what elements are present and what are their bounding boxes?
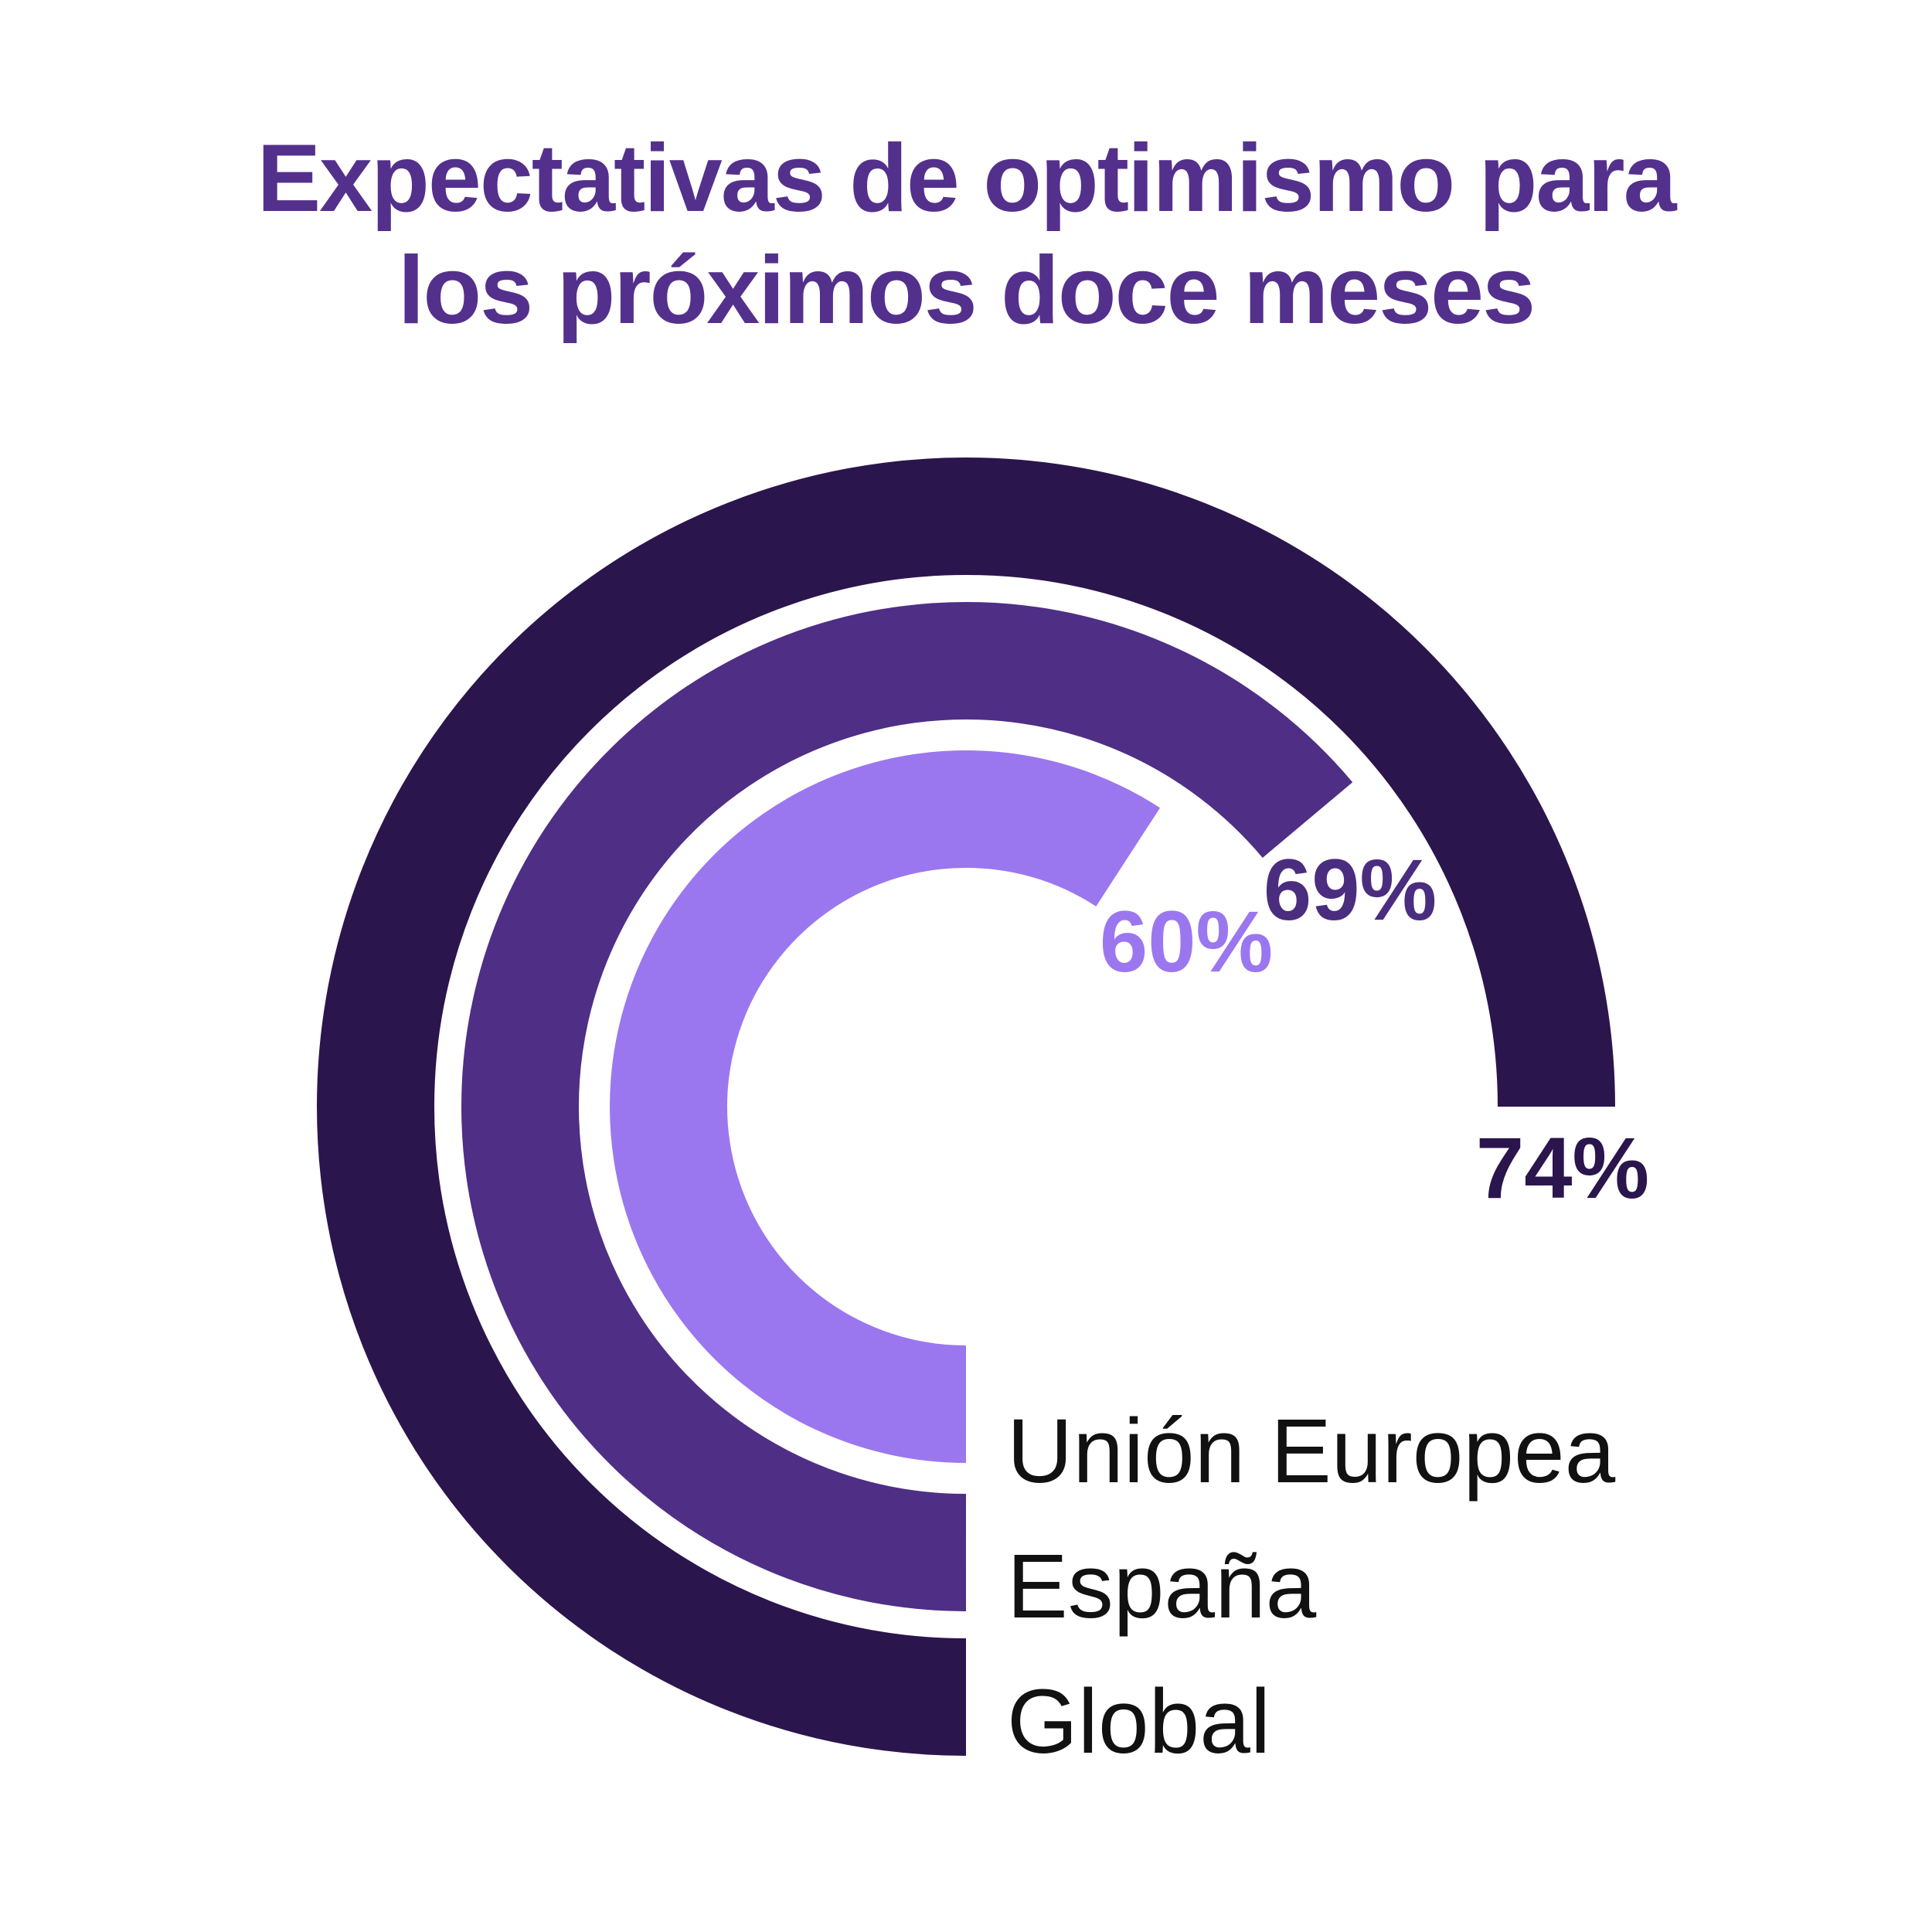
value-label-global: 74% bbox=[1476, 1120, 1649, 1216]
ring-espana bbox=[461, 602, 1353, 1611]
ring-union-europea bbox=[610, 750, 1160, 1463]
chart-title-line-1: Expectativas de optimismo para bbox=[257, 125, 1677, 232]
value-label-union-europea: 60% bbox=[1100, 893, 1273, 990]
category-label-espana: España bbox=[1007, 1536, 1317, 1638]
category-label-global: Global bbox=[1007, 1671, 1270, 1773]
ring-global bbox=[317, 457, 1615, 1756]
category-label-union-europea: Unión Europea bbox=[1007, 1400, 1616, 1502]
category-labels: Unión Europea España Global bbox=[1007, 1400, 1616, 1773]
value-labels: 60% 69% 74% bbox=[1100, 842, 1649, 1216]
value-label-espana: 69% bbox=[1264, 842, 1437, 938]
chart-title-line-2: los próximos doce meses bbox=[398, 237, 1534, 344]
rings bbox=[317, 457, 1615, 1756]
